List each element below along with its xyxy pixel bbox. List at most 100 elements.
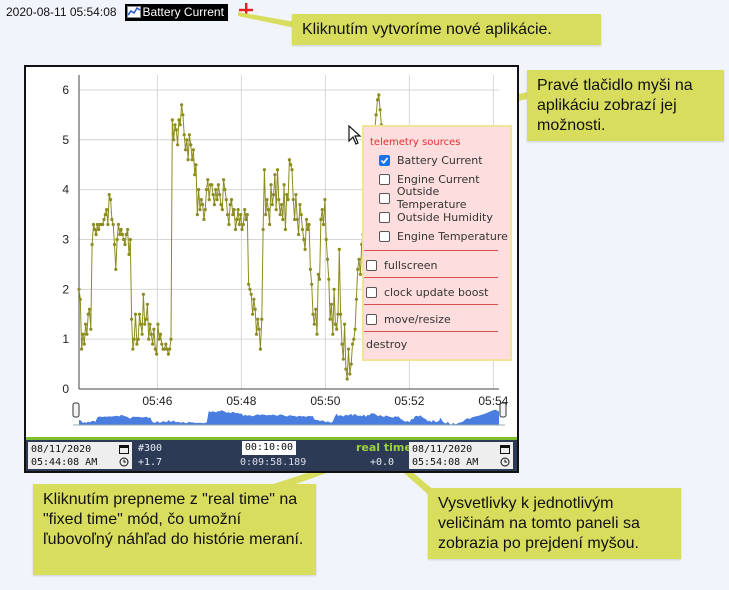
data-point bbox=[256, 317, 260, 321]
menu-title: telemetry sources bbox=[370, 137, 461, 148]
data-point bbox=[86, 312, 90, 316]
menu-source-outside-humidity[interactable]: Outside Humidity bbox=[379, 210, 493, 224]
menu-option-move-resize[interactable]: move/resize bbox=[366, 312, 451, 326]
clock-icon bbox=[119, 457, 129, 467]
duration-field[interactable]: 00:10:00 bbox=[242, 441, 296, 455]
menu-divider bbox=[364, 331, 498, 332]
data-point bbox=[268, 222, 272, 227]
data-point bbox=[149, 332, 153, 336]
data-point bbox=[172, 138, 176, 142]
menu-source-battery-current[interactable]: Battery Current bbox=[379, 153, 483, 167]
data-point bbox=[282, 183, 286, 187]
data-point bbox=[118, 232, 122, 237]
data-point bbox=[207, 198, 211, 202]
data-point bbox=[251, 312, 255, 316]
start-time-picker[interactable]: 08/11/2020 05:44:08 AM bbox=[28, 442, 132, 469]
data-point bbox=[239, 213, 243, 217]
x-tick-label: 05:52 bbox=[394, 394, 424, 408]
y-tick-label: 6 bbox=[62, 83, 69, 97]
context-menu: telemetry sources Battery Current Engine … bbox=[362, 125, 512, 361]
data-point bbox=[147, 337, 151, 341]
data-point bbox=[332, 287, 336, 291]
battery-current-app[interactable]: 0 1 2 3 4 5 6 05:46 05:48 05:50 05:52 05:54 telemet… bbox=[24, 65, 519, 473]
checkbox[interactable] bbox=[379, 192, 390, 204]
menu-source-engine-temperature[interactable]: Engine Temperature bbox=[379, 229, 508, 243]
checkbox[interactable] bbox=[379, 211, 390, 223]
data-point bbox=[174, 128, 178, 132]
data-point bbox=[325, 257, 330, 261]
data-point bbox=[135, 342, 139, 346]
data-point bbox=[145, 302, 149, 306]
menu-option-clock-update-boost[interactable]: clock update boost bbox=[366, 285, 489, 299]
data-point bbox=[103, 213, 107, 217]
callout-legend-text: Vysvetlivky k jednotlivým veličinám na t… bbox=[438, 495, 640, 552]
data-point bbox=[156, 322, 160, 326]
data-point bbox=[291, 198, 295, 202]
app-tab-battery-current[interactable]: Battery Current bbox=[124, 3, 228, 21]
data-point bbox=[160, 342, 164, 346]
end-time-picker[interactable]: 08/11/2020 05:54:08 AM bbox=[409, 442, 513, 469]
menu-option-fullscreen[interactable]: fullscreen bbox=[366, 258, 438, 272]
data-point bbox=[260, 317, 264, 321]
y-tick-label: 3 bbox=[62, 232, 69, 246]
data-point bbox=[279, 203, 284, 207]
checkbox[interactable] bbox=[366, 313, 377, 325]
data-point bbox=[346, 347, 351, 351]
data-point bbox=[335, 327, 339, 331]
x-tick-label: 05:46 bbox=[142, 394, 172, 408]
checkbox[interactable] bbox=[366, 259, 377, 271]
data-point bbox=[206, 178, 210, 182]
navigator-handle[interactable] bbox=[72, 402, 80, 418]
data-point bbox=[124, 232, 128, 237]
data-point bbox=[153, 347, 157, 351]
menu-divider bbox=[364, 277, 498, 278]
real-time-toggle[interactable]: real time bbox=[356, 441, 412, 454]
data-point bbox=[169, 337, 173, 341]
data-point bbox=[348, 372, 352, 376]
navigator-handle[interactable] bbox=[499, 402, 507, 418]
data-point bbox=[237, 222, 241, 227]
data-point bbox=[315, 332, 319, 336]
data-point bbox=[261, 227, 265, 232]
data-point bbox=[232, 208, 236, 212]
x-tick-label: 05:50 bbox=[310, 394, 340, 408]
data-point bbox=[272, 193, 276, 197]
data-point bbox=[91, 222, 96, 227]
data-point bbox=[353, 327, 357, 331]
data-point bbox=[157, 337, 161, 341]
data-point bbox=[310, 282, 314, 286]
data-point bbox=[352, 337, 356, 341]
checkbox[interactable] bbox=[379, 173, 390, 185]
y-tick-label: 0 bbox=[62, 382, 69, 396]
data-point bbox=[90, 242, 94, 247]
checkbox[interactable] bbox=[379, 230, 390, 242]
data-point bbox=[298, 203, 302, 207]
data-point bbox=[183, 148, 188, 152]
data-point bbox=[198, 208, 202, 212]
data-point bbox=[181, 113, 185, 117]
data-point bbox=[166, 352, 170, 356]
data-point bbox=[321, 222, 326, 227]
data-point bbox=[81, 332, 85, 336]
data-point bbox=[214, 188, 218, 192]
data-point bbox=[164, 342, 168, 346]
menu-source-engine-current[interactable]: Engine Current bbox=[379, 172, 480, 186]
checkbox[interactable] bbox=[379, 154, 390, 166]
data-point bbox=[204, 188, 209, 192]
data-point bbox=[212, 203, 216, 207]
data-point bbox=[78, 297, 82, 301]
menu-source-outside-temperature[interactable]: Outside Temperature bbox=[379, 185, 510, 211]
checkbox[interactable] bbox=[366, 286, 377, 298]
menu-destroy[interactable]: destroy bbox=[366, 338, 408, 351]
data-point bbox=[114, 267, 118, 271]
data-point bbox=[77, 287, 81, 291]
data-point bbox=[116, 222, 120, 227]
data-point bbox=[226, 213, 230, 217]
plus-icon[interactable] bbox=[238, 2, 254, 23]
data-point bbox=[324, 237, 328, 242]
data-point bbox=[289, 163, 293, 167]
data-point bbox=[87, 307, 92, 311]
data-point bbox=[344, 367, 348, 371]
data-point bbox=[120, 232, 124, 237]
menu-source-label: Engine Current bbox=[397, 172, 480, 186]
